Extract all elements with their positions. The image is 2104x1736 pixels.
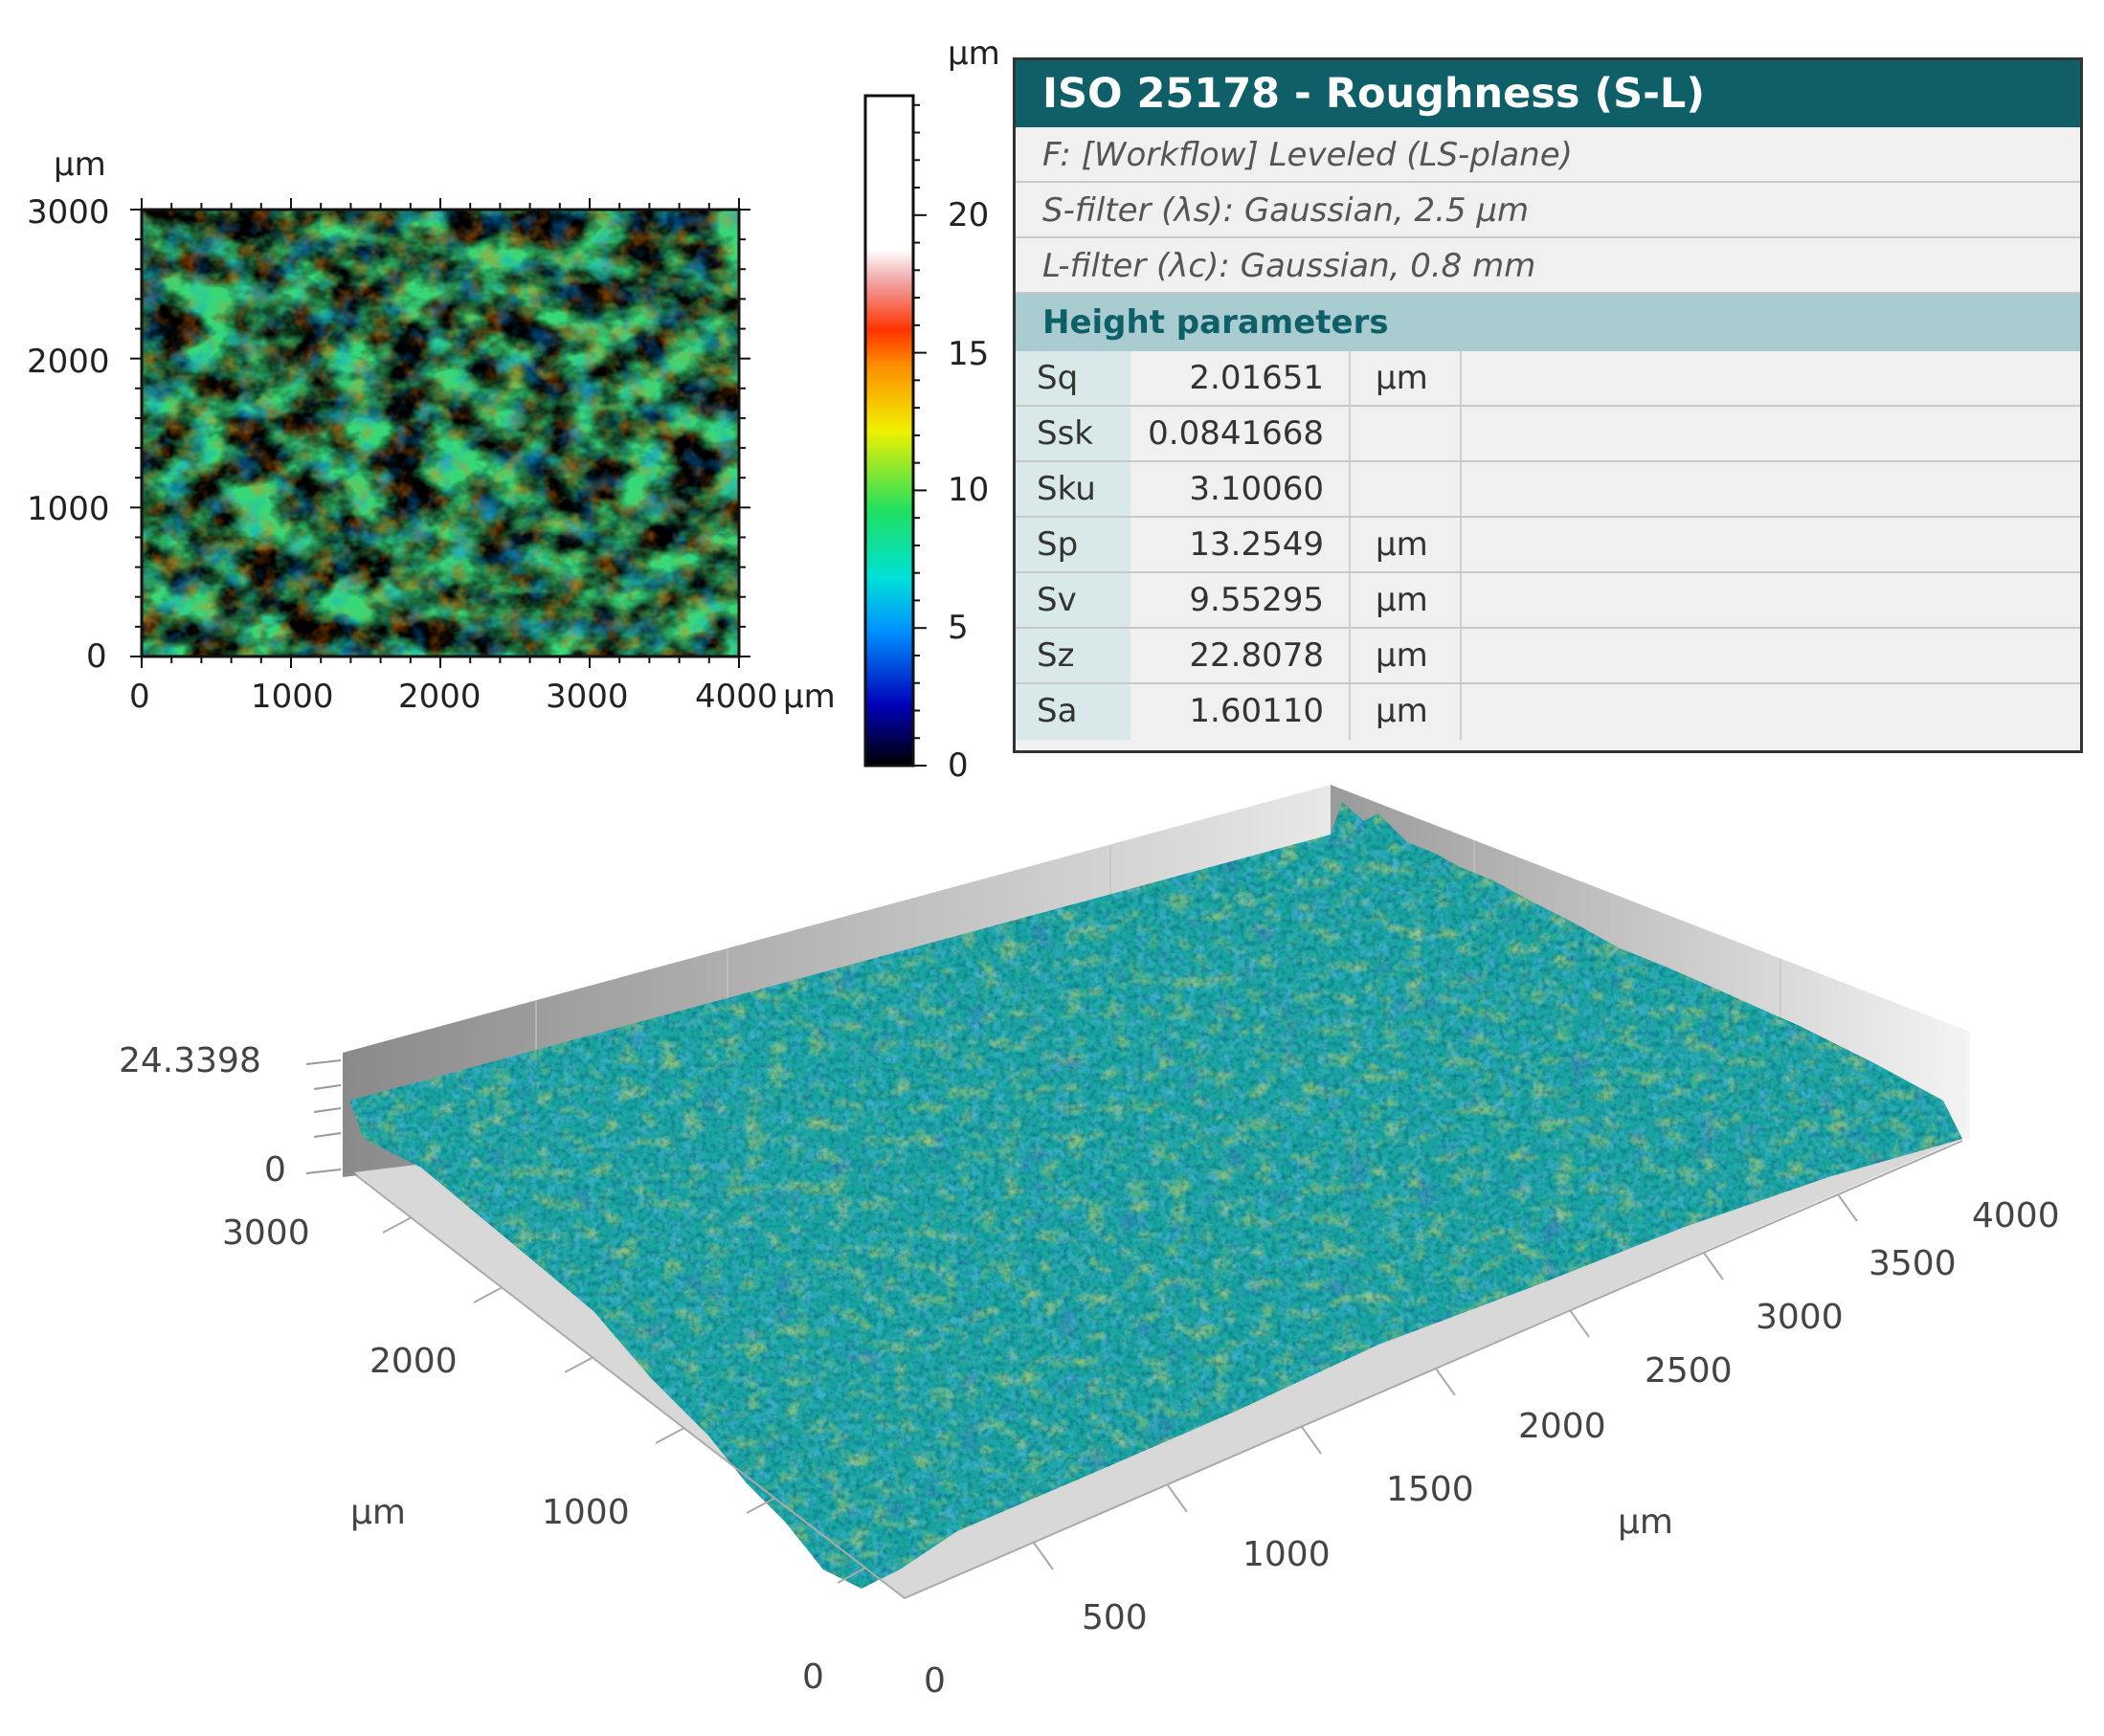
- map-x-tick: 0: [129, 678, 150, 716]
- empty-cell: [1462, 462, 2080, 516]
- map-y-tick: 1000: [27, 490, 110, 528]
- height-map-2d: [130, 198, 750, 668]
- table-row: Sp 13.2549 µm: [1016, 518, 2080, 573]
- surface-x-tick: 1500: [1386, 1470, 1474, 1509]
- map-x-tick-marks: [141, 198, 740, 668]
- param-value: 13.2549: [1130, 518, 1351, 571]
- colorbar-tick: 10: [948, 471, 990, 509]
- table-info-row: L-filter (λc): Gaussian, 0.8 mm: [1016, 238, 2080, 294]
- param-name: Sq: [1016, 351, 1130, 405]
- surface-y-tick: 0: [802, 1658, 824, 1697]
- param-unit: [1351, 462, 1462, 516]
- param-unit: µm: [1351, 573, 1462, 627]
- surface-x-tick: 2500: [1645, 1351, 1733, 1391]
- colorbar-tick: 0: [948, 746, 969, 785]
- colorbar: [863, 94, 927, 768]
- table-row: Ssk 0.0841668: [1016, 407, 2080, 462]
- surface-x-tick: 2000: [1518, 1407, 1606, 1446]
- param-name: Sp: [1016, 518, 1130, 571]
- map-y-tick: 0: [86, 637, 107, 676]
- param-value: 1.60110: [1130, 684, 1351, 740]
- colorbar-tick-marks: [913, 103, 927, 767]
- table-row: Sv 9.55295 µm: [1016, 573, 2080, 629]
- surface-x-tick: 500: [1082, 1598, 1148, 1637]
- surface-y-tick: 3000: [222, 1213, 310, 1253]
- roughness-table: ISO 25178 - Roughness (S-L) F: [Workflow…: [1013, 57, 2083, 753]
- empty-cell: [1462, 629, 2080, 682]
- surface-y-tick: 1000: [542, 1493, 630, 1532]
- empty-cell: [1462, 351, 2080, 405]
- surface-x-unit: µm: [1618, 1502, 1673, 1542]
- map-y-unit: µm: [54, 145, 106, 184]
- map-y-tick: 2000: [27, 343, 110, 381]
- empty-cell: [1462, 573, 2080, 627]
- table-info-row: S-filter (λs): Gaussian, 2.5 µm: [1016, 183, 2080, 238]
- surface-z-tick: 24.3398: [119, 1041, 261, 1080]
- param-name: Sku: [1016, 462, 1130, 516]
- param-unit: µm: [1351, 684, 1462, 740]
- surface-x-tick: 1000: [1242, 1535, 1331, 1574]
- map-x-unit: µm: [783, 678, 836, 716]
- map-x-tick: 4000: [695, 678, 778, 716]
- param-unit: µm: [1351, 518, 1462, 571]
- surface-3d: [305, 785, 1970, 1599]
- table-row: Sz 22.8078 µm: [1016, 629, 2080, 684]
- param-name: Ssk: [1016, 407, 1130, 460]
- surface-y-unit: µm: [350, 1493, 406, 1532]
- param-unit: µm: [1351, 351, 1462, 405]
- map-x-tick: 1000: [251, 678, 334, 716]
- surface-x-tick: 3000: [1756, 1298, 1844, 1337]
- table-row: Sku 3.10060: [1016, 462, 2080, 518]
- param-value: 3.10060: [1130, 462, 1351, 516]
- map-y-tick-marks: [130, 209, 750, 657]
- map-y-tick: 3000: [27, 193, 110, 232]
- colorbar-unit: µm: [948, 34, 1000, 73]
- table-row: Sq 2.01651 µm: [1016, 351, 2080, 407]
- surface-x-tick: 0: [924, 1661, 946, 1701]
- param-value: 22.8078: [1130, 629, 1351, 682]
- table-title: ISO 25178 - Roughness (S-L): [1016, 60, 2080, 127]
- surface-x-tick: 4000: [1972, 1196, 2060, 1235]
- empty-cell: [1462, 518, 2080, 571]
- empty-cell: [1462, 684, 2080, 740]
- colorbar-tick: 5: [948, 609, 969, 647]
- param-name: Sz: [1016, 629, 1130, 682]
- table-info-row: F: [Workflow] Leveled (LS-plane): [1016, 127, 2080, 183]
- surface-y-tick: 2000: [369, 1342, 458, 1381]
- param-unit: [1351, 407, 1462, 460]
- map-x-tick: 3000: [546, 678, 629, 716]
- param-name: Sa: [1016, 684, 1130, 740]
- colorbar-tick: 15: [948, 335, 990, 373]
- param-value: 0.0841668: [1130, 407, 1351, 460]
- param-value: 9.55295: [1130, 573, 1351, 627]
- table-section-header: Height parameters: [1016, 294, 2080, 351]
- map-x-tick: 2000: [398, 678, 481, 716]
- param-name: Sv: [1016, 573, 1130, 627]
- empty-cell: [1462, 407, 2080, 460]
- param-unit: µm: [1351, 629, 1462, 682]
- colorbar-tick: 20: [948, 196, 990, 234]
- surface-z-tick: 0: [264, 1150, 286, 1190]
- surface-x-tick: 3500: [1869, 1244, 1957, 1283]
- table-row: Sa 1.60110 µm: [1016, 684, 2080, 740]
- param-value: 2.01651: [1130, 351, 1351, 405]
